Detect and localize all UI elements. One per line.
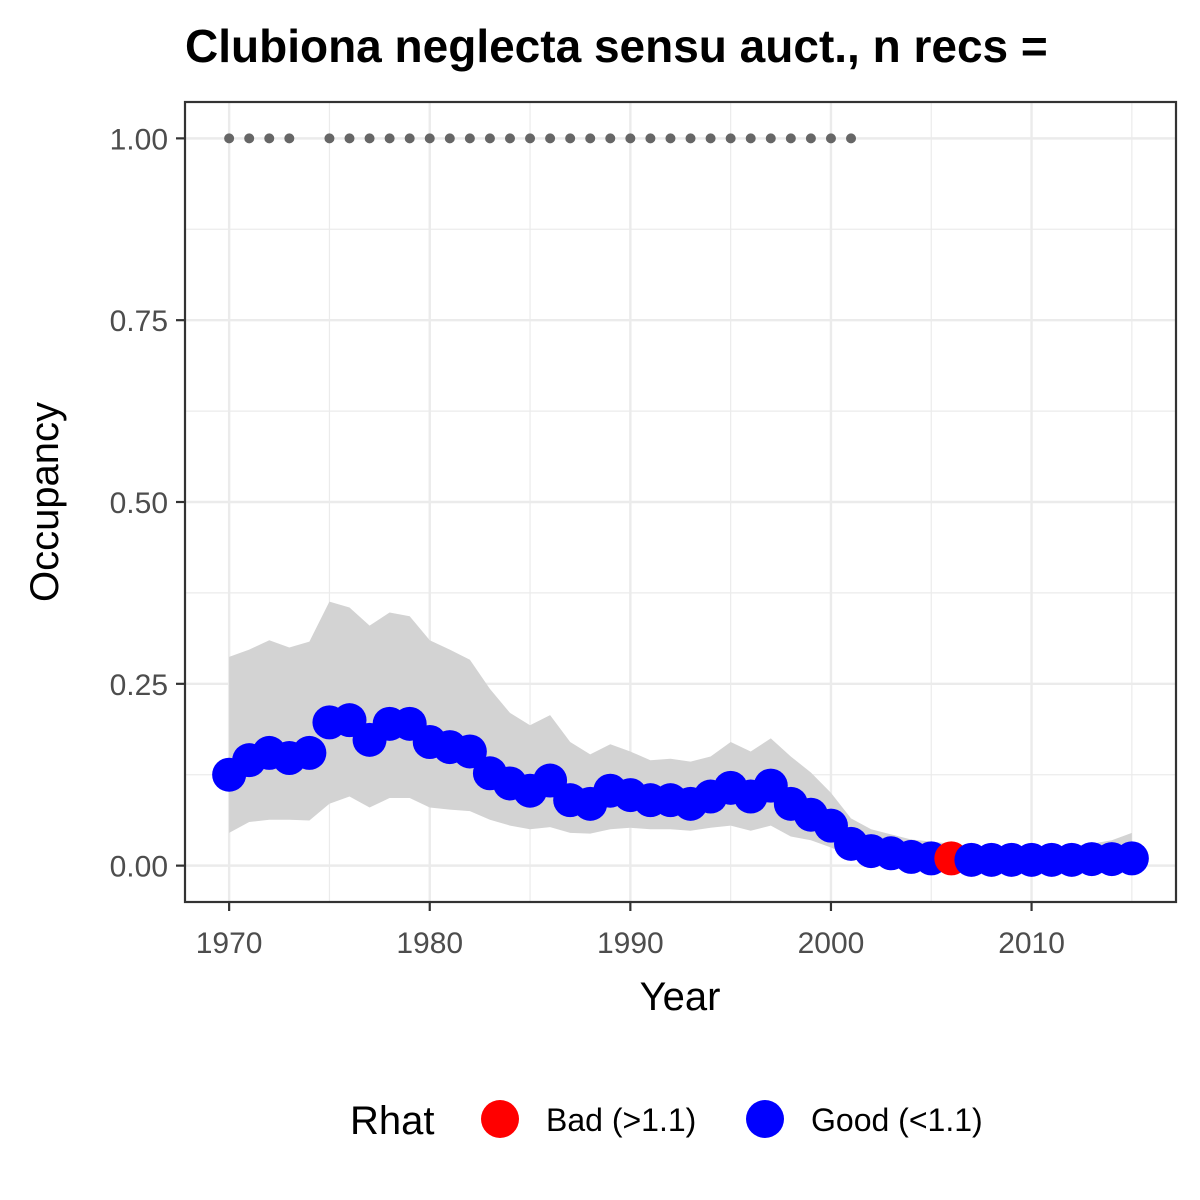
- record-dot: [785, 133, 796, 144]
- record-dot: [484, 133, 495, 144]
- record-dot: [605, 133, 616, 144]
- record-dot: [404, 133, 415, 144]
- record-dot: [765, 133, 776, 144]
- record-dot: [364, 133, 375, 144]
- record-dot: [424, 133, 435, 144]
- y-tick-label: 0.75: [110, 305, 168, 338]
- record-dot: [705, 133, 716, 144]
- record-dot: [324, 133, 335, 144]
- record-dot: [264, 133, 275, 144]
- occupancy-point-good: [1114, 841, 1149, 876]
- x-tick-label: 1970: [196, 927, 263, 960]
- record-dot: [545, 133, 556, 144]
- record-dot: [284, 133, 295, 144]
- record-dot: [846, 133, 857, 144]
- occupancy-points: [212, 703, 1149, 877]
- legend-good-swatch: [746, 1100, 784, 1138]
- y-axis: 0.00 0.25 0.50 0.75 1.00: [110, 123, 185, 884]
- y-tick-label: 0.25: [110, 669, 168, 702]
- y-tick-label: 1.00: [110, 123, 168, 156]
- credible-interval-ribbon: [229, 601, 1132, 865]
- record-dot: [725, 133, 736, 144]
- occupancy-point-good: [452, 734, 487, 769]
- record-dot: [805, 133, 816, 144]
- record-dot: [825, 133, 836, 144]
- y-tick-label: 0.50: [110, 487, 168, 520]
- record-dot: [625, 133, 636, 144]
- grid-major: [185, 102, 1176, 902]
- record-dot: [224, 133, 235, 144]
- record-dots: [224, 133, 857, 144]
- record-dot: [665, 133, 676, 144]
- record-dot: [745, 133, 756, 144]
- x-tick-label: 2000: [798, 927, 865, 960]
- legend-bad-swatch: [481, 1100, 519, 1138]
- y-axis-title: Occupancy: [23, 402, 67, 602]
- chart-title: Clubiona neglecta sensu auct., n recs =: [185, 20, 1048, 72]
- record-dot: [565, 133, 576, 144]
- record-dot: [645, 133, 656, 144]
- record-dot: [344, 133, 355, 144]
- record-dot: [504, 133, 515, 144]
- x-tick-label: 2010: [998, 927, 1065, 960]
- record-dot: [685, 133, 696, 144]
- record-dot: [585, 133, 596, 144]
- x-axis-title: Year: [640, 975, 721, 1019]
- legend-good-label: Good (<1.1): [811, 1102, 983, 1138]
- x-tick-label: 1990: [597, 927, 664, 960]
- legend: Rhat Bad (>1.1) Good (<1.1): [350, 1099, 983, 1143]
- legend-bad-label: Bad (>1.1): [546, 1102, 696, 1138]
- record-dot: [444, 133, 455, 144]
- x-tick-label: 1980: [396, 927, 463, 960]
- record-dot: [464, 133, 475, 144]
- record-dot: [384, 133, 395, 144]
- y-tick-label: 0.00: [110, 851, 168, 884]
- occupancy-point-good: [292, 735, 327, 770]
- legend-title: Rhat: [350, 1099, 435, 1143]
- x-axis: 1970 1980 1990 2000 2010: [196, 902, 1065, 960]
- record-dot: [244, 133, 255, 144]
- record-dot: [525, 133, 536, 144]
